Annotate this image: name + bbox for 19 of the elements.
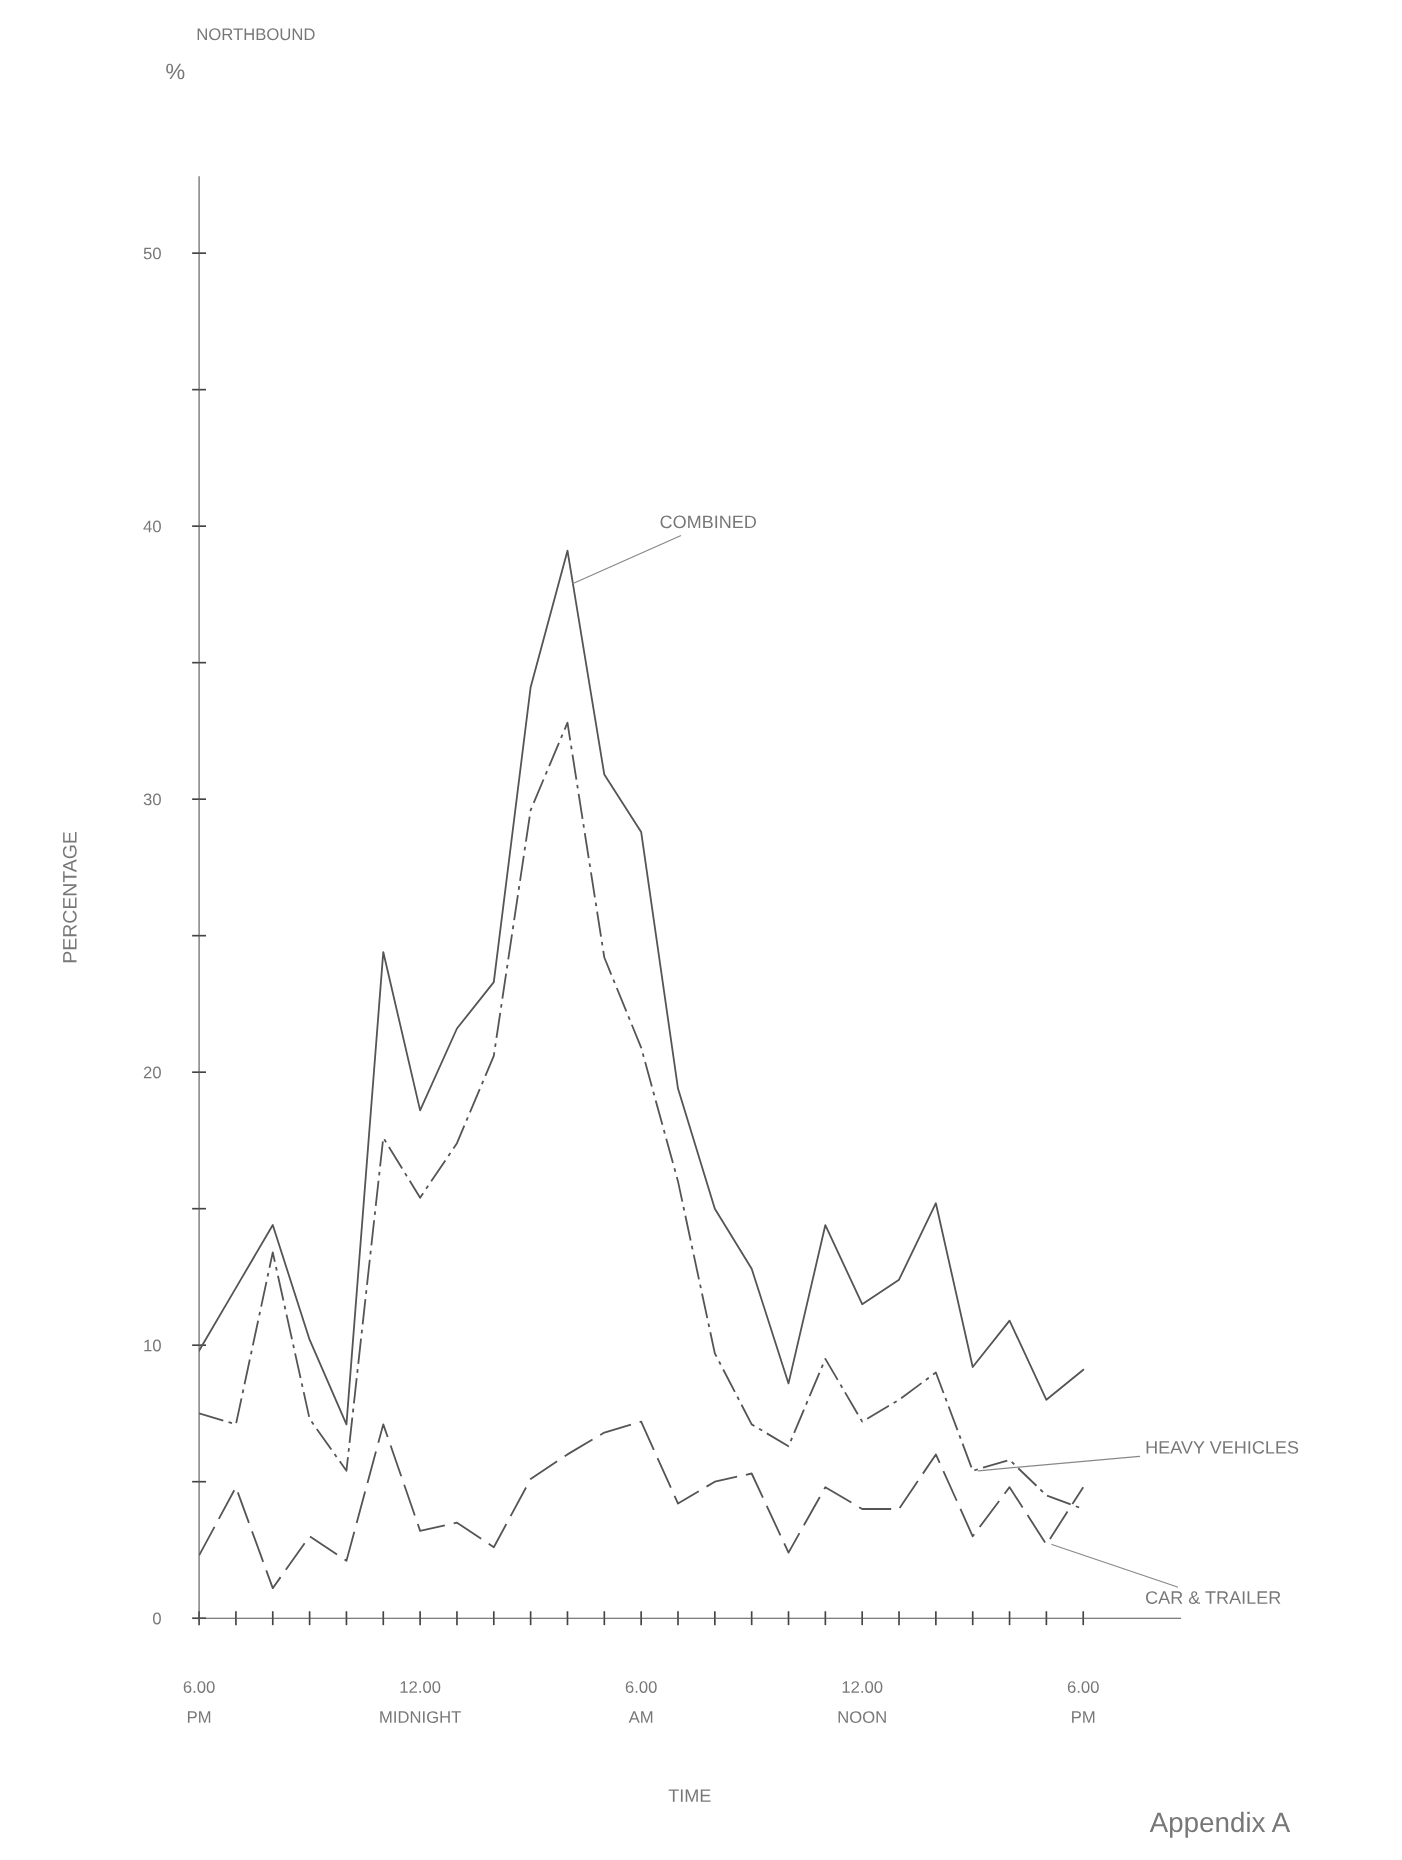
- x-tick-label: 6.00 PM: [183, 1681, 215, 1723]
- y-tick-label: 20: [143, 1066, 161, 1079]
- text: COMBINED: [660, 515, 757, 529]
- text: %: [166, 63, 185, 80]
- x-axis-title: TIME: [668, 1789, 711, 1802]
- x-tick-label: 12.00 NOON: [838, 1681, 886, 1723]
- y-tick-label: 0: [152, 1612, 161, 1625]
- x-tick-label: 6.00 PM: [1067, 1681, 1099, 1723]
- y-tick-label: 10: [144, 1339, 161, 1352]
- text: Appendix A: [1149, 1811, 1291, 1838]
- chart-title: NORTHBOUND: [197, 28, 315, 41]
- x-tick-label: 12.00 MIDNIGHT: [380, 1681, 461, 1723]
- text: HEAVY VEHICLES: [1146, 1440, 1299, 1454]
- y-tick-label: 40: [143, 520, 161, 533]
- text: CAR & TRAILER: [1146, 1591, 1281, 1604]
- x-tick-label: 6.00 AM: [625, 1681, 657, 1723]
- y-tick-label: 50: [143, 247, 161, 260]
- y-tick-label: 30: [143, 793, 161, 806]
- y-axis-title: PERCENTAGE: [62, 832, 77, 963]
